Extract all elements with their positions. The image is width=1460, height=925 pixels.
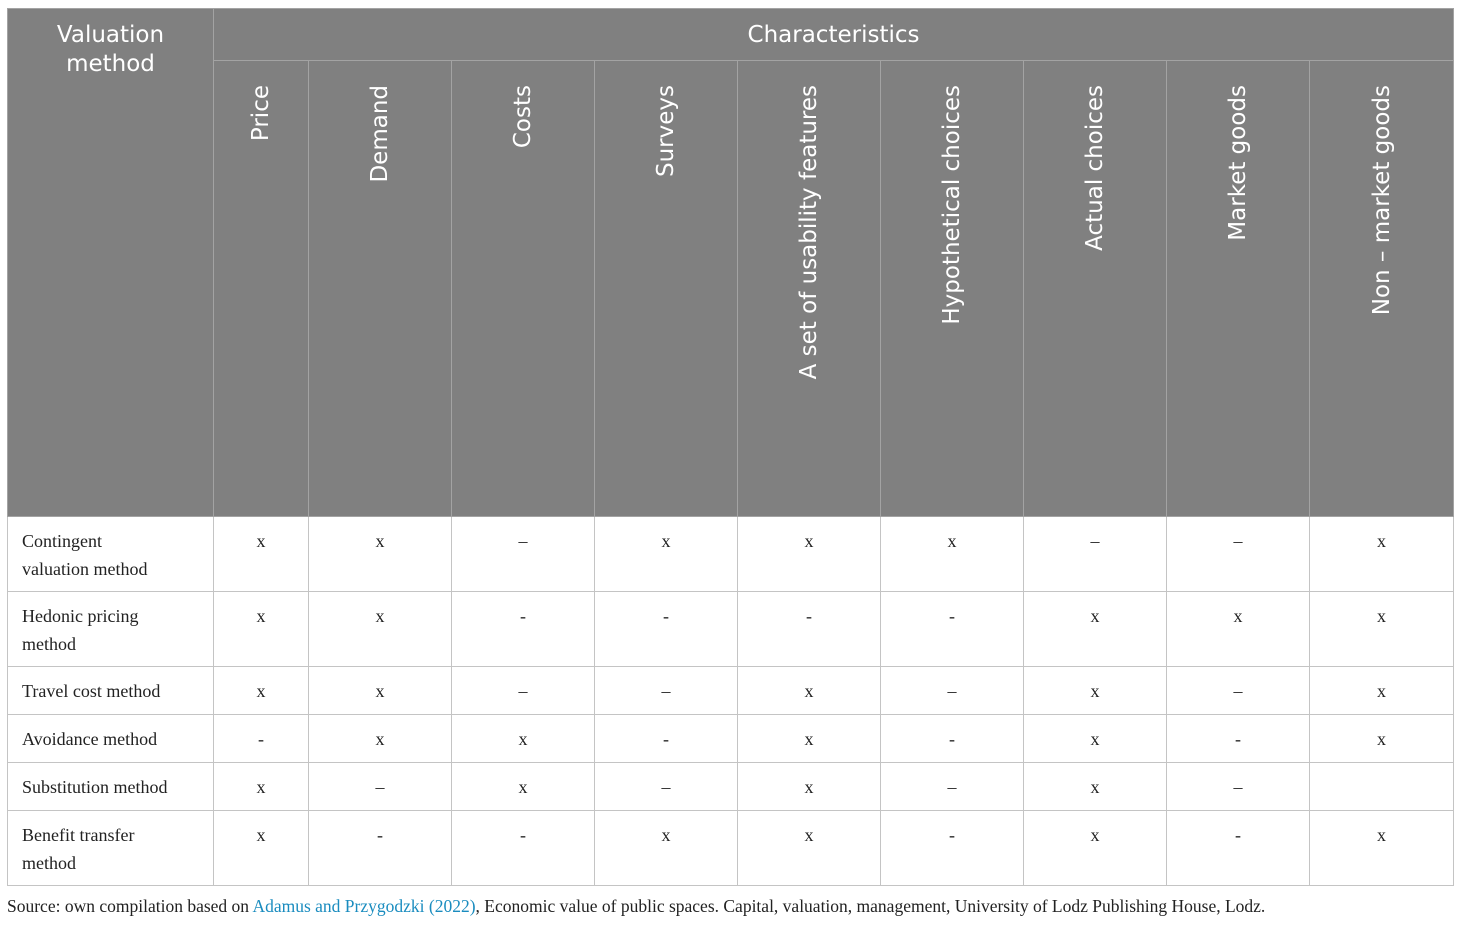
table-cell: x [308, 714, 452, 763]
table-cell: - [737, 591, 881, 667]
column-header-actual-choices: Actual choices [1023, 60, 1167, 517]
table-cell: x [737, 666, 881, 715]
source-suffix: , Economic value of public spaces. Capit… [475, 896, 1266, 916]
table-cell: - [880, 591, 1024, 667]
table-cell: x [1023, 762, 1167, 811]
table-cell: - [880, 714, 1024, 763]
table-cell: x [1309, 714, 1454, 763]
table-cell: x [1309, 666, 1454, 715]
table-cell: – [594, 762, 738, 811]
table-cell: x [880, 516, 1024, 592]
table-cell: - [451, 810, 595, 886]
column-header-usability-features: A set of usability features [737, 60, 881, 517]
table-cell: x [213, 591, 309, 667]
table-row-avoidance: Avoidance method - x x - x - x - x [7, 714, 1454, 763]
column-header-demand: Demand [308, 60, 452, 517]
table-cell: x [737, 516, 881, 592]
table-cell: – [308, 762, 452, 811]
table-cell: x [213, 666, 309, 715]
table-cell: x [594, 516, 738, 592]
table-cell: - [1166, 714, 1310, 763]
column-header-surveys: Surveys [594, 60, 738, 517]
row-method-label: Avoidance method [7, 714, 214, 763]
table-cell: – [451, 516, 595, 592]
table-cell: x [1023, 666, 1167, 715]
table-cell: x [737, 714, 881, 763]
table-cell: - [880, 810, 1024, 886]
table-row-contingent-valuation: Contingent valuation method x x – x x x … [7, 516, 1454, 592]
row-method-label: Contingent valuation method [7, 516, 214, 592]
table-cell: x [213, 762, 309, 811]
table-cell: – [1166, 666, 1310, 715]
table-cell: x [1309, 516, 1454, 592]
table-cell: – [1023, 516, 1167, 592]
table-cell: - [594, 714, 738, 763]
valuation-methods-table: Valuation method Characteristics Price D… [7, 8, 1454, 886]
table-row-benefit-transfer: Benefit transfer method x - - x x - x - … [7, 810, 1454, 886]
column-header-costs: Costs [451, 60, 595, 517]
source-note: Source: own compilation based on Adamus … [7, 896, 1265, 917]
source-reference-link[interactable]: Adamus and Przygodzki (2022) [252, 896, 476, 916]
column-header-hypothetical-choices: Hypothetical choices [880, 60, 1024, 517]
valuation-method-header-text: Valuation method [56, 22, 165, 77]
table-cell: x [1023, 714, 1167, 763]
table-cell: – [880, 762, 1024, 811]
row-method-label: Substitution method [7, 762, 214, 811]
table-cell: x [451, 714, 595, 763]
table-cell: x [737, 762, 881, 811]
table-cell [1309, 762, 1454, 811]
table-cell: x [308, 666, 452, 715]
valuation-method-header: Valuation method [7, 8, 214, 517]
table-cell: – [1166, 762, 1310, 811]
table-row-travel-cost: Travel cost method x x – – x – x – x [7, 666, 1454, 715]
table-cell: x [737, 810, 881, 886]
table-cell: - [308, 810, 452, 886]
row-method-label: Travel cost method [7, 666, 214, 715]
table-cell: x [308, 516, 452, 592]
table-cell: – [451, 666, 595, 715]
table-cell: x [1023, 810, 1167, 886]
table-cell: - [594, 591, 738, 667]
table-row-hedonic-pricing: Hedonic pricing method x x - - - - x x x [7, 591, 1454, 667]
table-cell: x [1309, 591, 1454, 667]
table-cell: x [213, 810, 309, 886]
column-header-market-goods: Market goods [1166, 60, 1310, 517]
row-method-label: Benefit transfer method [7, 810, 214, 886]
table-cell: – [880, 666, 1024, 715]
table-cell: – [1166, 516, 1310, 592]
characteristics-header: Characteristics [213, 8, 1454, 61]
column-header-price: Price [213, 60, 309, 517]
table-cell: – [594, 666, 738, 715]
source-prefix: Source: own compilation based on [7, 896, 253, 916]
table-row-substitution: Substitution method x – x – x – x – [7, 762, 1454, 811]
table-cell: - [1166, 810, 1310, 886]
table-cell: x [308, 591, 452, 667]
row-method-label: Hedonic pricing method [7, 591, 214, 667]
table-cell: x [1309, 810, 1454, 886]
column-header-non-market-goods: Non – market goods [1309, 60, 1454, 517]
table-cell: - [213, 714, 309, 763]
table-cell: x [594, 810, 738, 886]
table-cell: x [451, 762, 595, 811]
table-cell: - [451, 591, 595, 667]
table-cell: x [1023, 591, 1167, 667]
table-cell: x [1166, 591, 1310, 667]
table-cell: x [213, 516, 309, 592]
